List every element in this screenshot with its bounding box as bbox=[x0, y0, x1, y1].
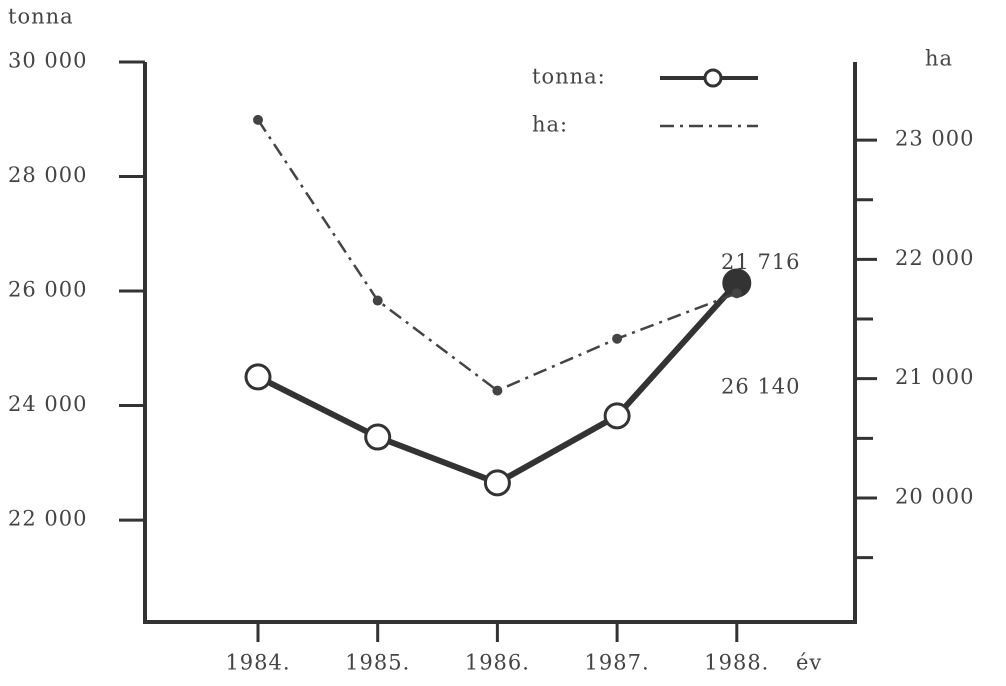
y-tick-label: 22 000 bbox=[8, 507, 87, 531]
x-tick-label: 1987. bbox=[585, 651, 650, 675]
point bbox=[244, 363, 272, 391]
y-tick-label: 28 000 bbox=[8, 163, 87, 187]
y-tick-label: 26 000 bbox=[8, 278, 87, 302]
y-tick-label: 24 000 bbox=[8, 392, 87, 416]
y2-tick-label: 21 000 bbox=[895, 365, 974, 389]
data-label: 21 716 bbox=[721, 250, 800, 274]
y-tick-label: 30 000 bbox=[8, 49, 87, 73]
y2-tick-label: 20 000 bbox=[895, 484, 974, 508]
x-axis-label: év bbox=[796, 651, 822, 675]
point bbox=[731, 288, 742, 299]
legend-marker bbox=[703, 68, 723, 88]
y-axis-label: tonna bbox=[8, 5, 74, 29]
y2-axis-label: ha bbox=[925, 47, 953, 71]
data-label: 26 140 bbox=[721, 375, 800, 399]
point bbox=[364, 423, 392, 451]
x-tick-label: 1986. bbox=[465, 651, 530, 675]
x-tick-label: 1988. bbox=[704, 651, 769, 675]
series-line bbox=[256, 119, 738, 393]
y2-tick-label: 22 000 bbox=[895, 246, 974, 270]
x-tick-label: 1984. bbox=[225, 651, 290, 675]
point bbox=[492, 385, 503, 396]
series-line bbox=[256, 281, 740, 487]
axes bbox=[143, 62, 857, 624]
x-tick-label: 1985. bbox=[345, 651, 410, 675]
point bbox=[372, 295, 383, 306]
legend-label: tonna: bbox=[532, 65, 606, 89]
point bbox=[253, 114, 263, 125]
point bbox=[612, 333, 623, 344]
legend-label: ha: bbox=[532, 113, 568, 137]
point bbox=[483, 469, 511, 497]
y2-tick-label: 23 000 bbox=[895, 127, 974, 151]
point bbox=[603, 402, 631, 430]
